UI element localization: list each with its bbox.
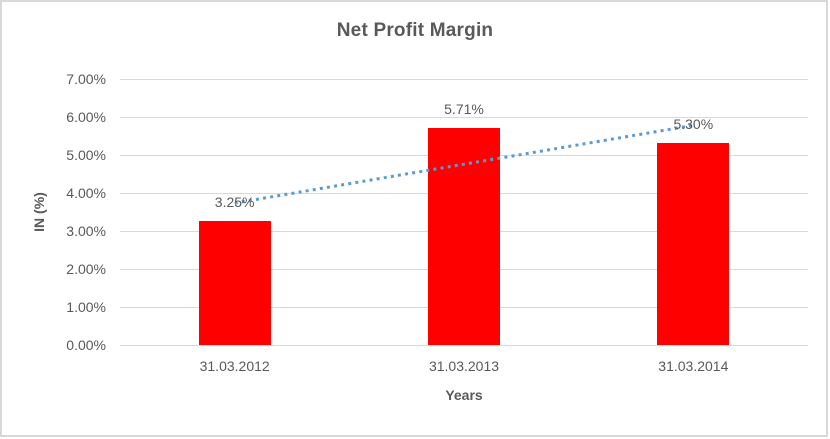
gridline <box>120 344 808 346</box>
gridline <box>120 79 808 80</box>
bar-31.03.2014 <box>657 143 730 345</box>
y-tick-label: 0.00% <box>66 336 106 353</box>
x-tick-label: 31.03.2014 <box>658 358 729 374</box>
y-tick-label: 6.00% <box>66 108 106 125</box>
y-tick-label: 7.00% <box>66 71 106 87</box>
chart-title: Net Profit Margin <box>336 20 494 41</box>
data-label: 3.25% <box>214 194 255 211</box>
data-label: 5.71% <box>444 100 484 117</box>
bar-31.03.2013 <box>428 127 500 345</box>
bar-31.03.2012 <box>198 221 271 345</box>
data-label: 5.30% <box>673 116 714 133</box>
x-tick-label: 31.03.2012 <box>199 358 270 374</box>
y-tick-label: 3.00% <box>66 222 106 239</box>
x-tick-label: 31.03.2013 <box>428 358 500 374</box>
y-tick-label: 2.00% <box>66 260 106 277</box>
y-tick-label: 5.00% <box>66 146 106 163</box>
gridline <box>120 116 808 118</box>
y-tick-label: 4.00% <box>66 184 106 201</box>
x-axis-title: Years <box>445 387 483 403</box>
y-tick-label: 1.00% <box>66 298 106 315</box>
